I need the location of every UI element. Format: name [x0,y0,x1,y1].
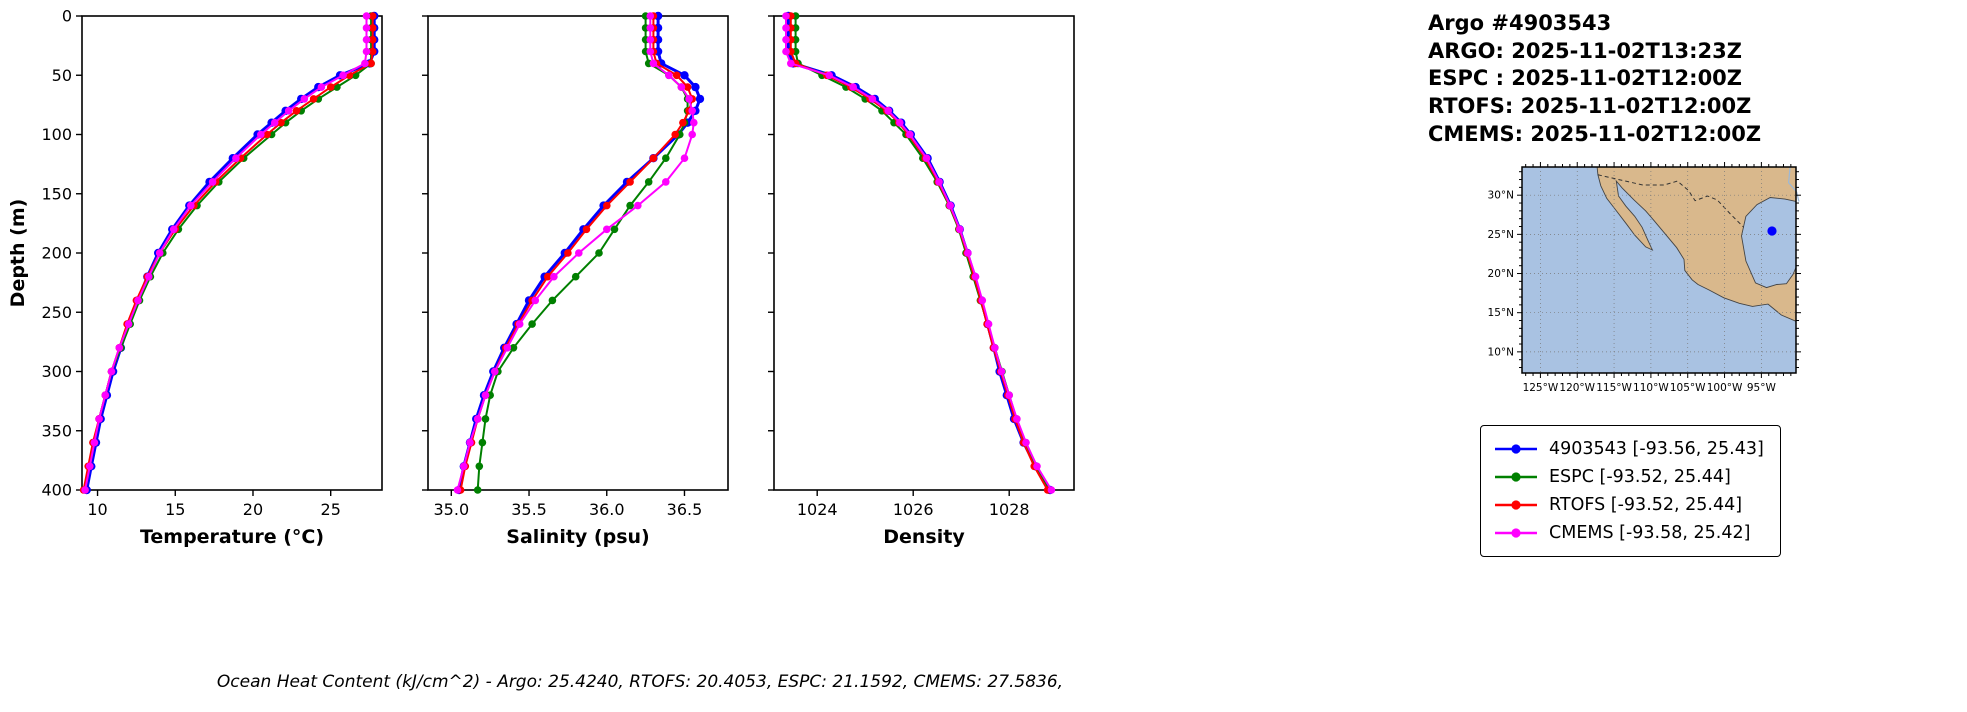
info-column: Argo #4903543 ARGO: 2025-11-02T13:23Z ES… [1428,10,1958,557]
svg-text:200: 200 [41,244,72,263]
cmems-timestamp: CMEMS: 2025-11-02T12:00Z [1428,121,1762,146]
svg-text:Density: Density [883,526,965,548]
legend-label: RTOFS [-93.52, 25.44] [1549,494,1743,515]
svg-text:10: 10 [87,500,107,519]
series-CMEMS [84,16,368,491]
map-river [1787,166,1800,202]
argo-timestamp: ARGO: 2025-11-02T13:23Z [1428,38,1742,63]
svg-text:Depth (m): Depth (m) [7,199,29,308]
legend-marker-icon [1495,443,1537,454]
svg-text:30°N: 30°N [1488,189,1514,201]
legend-label: ESPC [-93.52, 25.44] [1549,466,1731,487]
legend: 4903543 [-93.56, 25.43] ESPC [-93.52, 25… [1480,424,1781,557]
svg-text:120°W: 120°W [1559,382,1595,394]
svg-text:20°N: 20°N [1488,268,1514,280]
svg-text:95°W: 95°W [1747,382,1777,394]
svg-text:20: 20 [243,500,263,519]
panel-0: 10 15 20 25050100150200250300350400Temperat… [7,7,383,548]
svg-text:100°W: 100°W [1707,382,1743,394]
map-border-dashed [1597,173,1745,228]
svg-text:350: 350 [41,421,72,440]
svg-text:35.5: 35.5 [511,500,547,519]
header-block: Argo #4903543 ARGO: 2025-11-02T13:23Z ES… [1428,10,1958,149]
legend-item-cmems: CMEMS [-93.58, 25.42] [1493,519,1764,547]
ocean-heat-content-caption: Ocean Heat Content (kJ/cm^2) - Argo: 25.… [216,672,1064,692]
map-svg: 125°W 120°W 115°W 110°W 105°W 100°W 95°W 30°N 25… [1488,161,1801,394]
series-CMEMS [785,16,1053,491]
svg-text:110°W: 110°W [1633,382,1669,394]
svg-text:15: 15 [165,500,185,519]
legend-item-espc: ESPC [-93.52, 25.44] [1493,463,1764,491]
svg-text:25: 25 [321,500,341,519]
legend-label: 4903543 [-93.56, 25.43] [1549,438,1764,459]
svg-text:105°W: 105°W [1670,382,1706,394]
panel-1: 35.0 35.5 36.0 36.5 Salinity (psu) [422,11,729,548]
legend-marker-icon [1495,499,1537,510]
legend-marker-icon [1495,527,1537,538]
svg-text:250: 250 [41,303,72,322]
rtofs-timestamp: RTOFS: 2025-11-02T12:00Z [1428,94,1752,119]
profile-charts-column: 10 15 20 25 0 50 100 150 200 250 300 350 400 Temperat… [0,0,1130,692]
profiles-svg: 10 15 20 25050100150200250300350400Temperat… [7,7,1075,548]
legend-item-rtofs: RTOFS [-93.52, 25.44] [1493,491,1764,519]
svg-text:300: 300 [41,362,72,381]
svg-text:115°W: 115°W [1596,382,1632,394]
svg-text:Salinity (psu): Salinity (psu) [506,526,649,548]
svg-text:100: 100 [41,125,72,144]
svg-text:125°W: 125°W [1523,382,1559,394]
series-ESPC [476,16,689,491]
legend-label: CMEMS [-93.58, 25.42] [1549,522,1751,543]
legend-item-4903543: 4903543 [-93.56, 25.43] [1493,435,1764,463]
page-title: Argo #4903543 [1428,11,1612,35]
svg-text:1026: 1026 [893,500,934,519]
svg-text:1028: 1028 [989,500,1030,519]
svg-text:25°N: 25°N [1488,228,1514,240]
svg-text:400: 400 [41,481,72,500]
series-4903543 [457,16,702,491]
legend-marker-icon [1495,471,1537,482]
svg-text:Temperature (°C): Temperature (°C) [140,526,324,548]
svg-text:15°N: 15°N [1488,307,1514,319]
float-position-marker [1767,225,1777,236]
panel-2: 1024 1026 1028 Density [768,11,1075,548]
svg-text:1024: 1024 [797,500,838,519]
svg-text:0: 0 [62,7,72,26]
svg-text:35.0: 35.0 [434,500,470,519]
map-land [1596,166,1797,322]
svg-text:50: 50 [52,66,72,85]
profile-charts: 10 15 20 25 0 50 100 150 200 250 300 350 400 Temperat… [0,0,1130,575]
series-RTOFS [789,16,1049,491]
svg-text:150: 150 [41,184,72,203]
svg-text:36.5: 36.5 [667,500,703,519]
espc-timestamp: ESPC : 2025-11-02T12:00Z [1428,66,1743,91]
location-map: 125°W 120°W 115°W 110°W 105°W 100°W 95°W 30°N 25… [1466,161,1958,417]
svg-text:36.0: 36.0 [589,500,625,519]
svg-text:10°N: 10°N [1488,346,1514,358]
